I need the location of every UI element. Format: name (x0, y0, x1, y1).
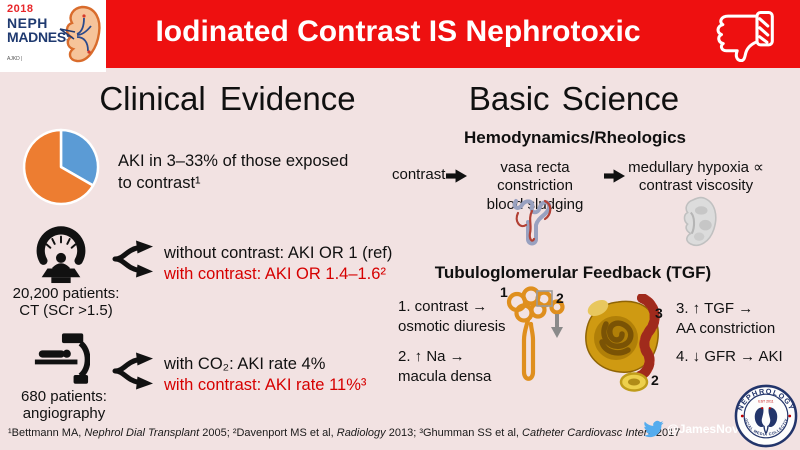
ref3-year: 2017 (652, 427, 681, 439)
fork-arrow-icon (112, 352, 153, 390)
angio-cohort-caption: 680 patients: angiography (0, 388, 128, 423)
tgf-item2-line2: macula densa (398, 367, 492, 385)
nephron-illustration (506, 286, 565, 381)
nephron-label-2: 2 (556, 290, 564, 306)
ref3-authors: ³Ghumman SS et al, (419, 427, 523, 439)
thumbs-down-icon (716, 10, 774, 62)
ct-outcome-control: without contrast: AKI OR 1 (ref) (164, 244, 393, 262)
logo-presented-by: AJKD | (7, 56, 23, 62)
angio-outcome-control: with CO₂: AKI rate 4% (164, 355, 326, 373)
right-arrow-icon (604, 169, 625, 183)
hemo-step-contrast: contrast (392, 166, 446, 183)
tgf-heading: Tubuloglomerular Feedback (TGF) (434, 263, 712, 282)
tgf-item-3: 3. ↑ TGF → AA constriction (676, 299, 775, 339)
slide-title: Iodinated Contrast IS Nephrotoxic (155, 15, 641, 48)
kidney-logo-icon (59, 5, 101, 63)
logo-name-line2: MADNESS (7, 29, 75, 45)
hemo-step3-line2: contrast viscosity (638, 177, 754, 195)
twitter-bird-icon (643, 420, 664, 438)
ct-outcomes: without contrast: AKI OR 1 (ref) with co… (164, 243, 392, 285)
aki-pie-chart (22, 128, 100, 206)
hypoxic-kidney-illustration (683, 196, 717, 247)
nephron-label-1: 1 (500, 284, 508, 300)
glomerulus-label-3: 3 (655, 305, 663, 321)
ref2-authors: ²Davenport MS et al, (232, 427, 337, 439)
title-banner (0, 0, 800, 68)
right-arrow-icon (446, 169, 467, 183)
nephmadness-logo: 2018 NEPH MADNESS AJKD | (0, 0, 106, 72)
tgf-item-4: 4. ↓ GFR → AKI (676, 348, 783, 365)
clinical-evidence-heading: Clinical Evidence (99, 80, 356, 117)
ct-cohort-line2: CT (SCr >1.5) (19, 302, 113, 320)
tgf-item1-line2: osmotic diuresis (398, 317, 506, 335)
ct-scanner-icon (36, 226, 86, 284)
tgf-item2-line1: 2. ↑ Na → (398, 348, 465, 365)
logo-year: 2018 (7, 3, 34, 15)
glomerulus-illustration (585, 294, 660, 392)
ct-cohort-line1: 20,200 patients: (12, 285, 120, 302)
ct-outcome-contrast: with contrast: AKI OR 1.4–1.6² (164, 265, 386, 283)
hemo-step-vasa-recta: vasa recta constriction blood sludging (467, 159, 603, 214)
tgf-item-2: 2. ↑ Na → macula densa (398, 347, 491, 387)
hemo-step3-line1: medullary hypoxia ∝ (628, 159, 764, 176)
vasa-recta-illustration (512, 199, 552, 246)
hemodynamics-heading: Hemodynamics/Rheologics (463, 128, 686, 147)
angiography-icon (34, 333, 90, 384)
ct-cohort-caption: 20,200 patients: CT (SCr >1.5) (0, 285, 132, 320)
angio-outcome-contrast: with contrast: AKI rate 11%³ (164, 376, 367, 394)
basic-science-heading: Basic Science (468, 80, 680, 117)
ref2-journal: Radiology (336, 427, 386, 439)
hemo-step-medullary-hypoxia: medullary hypoxia ∝ contrast viscosity (623, 159, 769, 196)
ref3-journal: Catheter Cardiovasc Interv (522, 427, 653, 439)
seal-est-text: EST 2011 (758, 399, 773, 403)
tgf-item1-line1: 1. contrast → (398, 298, 488, 315)
angio-cohort-line2: angiography (22, 405, 106, 423)
ref1-journal: Nephrol Dial Transplant (84, 427, 200, 439)
references-footnote: ¹Bettmann MA, Nephrol Dial Transplant 20… (8, 427, 680, 439)
tgf-item-1: 1. contrast → osmotic diuresis (398, 297, 506, 337)
tgf-item3-line2: AA constriction (676, 319, 776, 337)
angio-outcomes: with CO₂: AKI rate 4% with contrast: AKI… (164, 354, 366, 396)
ref1-year: 2005; (199, 427, 233, 439)
pie-caption: AKI in 3–33% of those exposed to contras… (118, 152, 349, 192)
angio-cohort-line1: 680 patients: (21, 388, 107, 405)
hemo-step2-line2: blood sludging (486, 195, 584, 213)
ref1-authors: ¹Bettmann MA, (8, 427, 85, 439)
fork-arrow-icon (112, 240, 153, 278)
tgf-item3-line1: 3. ↑ TGF → (676, 300, 754, 317)
ref2-year: 2013; (385, 427, 420, 439)
hemo-step2-line1: vasa recta constriction (497, 159, 573, 195)
glomerulus-label-2: 2 (651, 372, 659, 388)
logo-name-line1: NEPH (7, 15, 48, 31)
